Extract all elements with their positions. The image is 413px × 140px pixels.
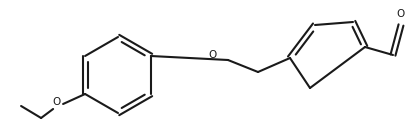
Text: O: O (396, 9, 404, 19)
Text: O: O (52, 97, 60, 107)
Text: O: O (209, 50, 216, 60)
